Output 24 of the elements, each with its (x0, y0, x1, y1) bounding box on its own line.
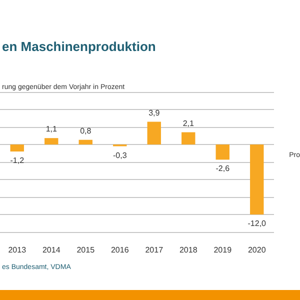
x-tick-label: 2018 (179, 246, 198, 254)
bar (216, 144, 230, 160)
data-label: 2,1 (182, 118, 194, 128)
bar (147, 122, 161, 144)
data-label: -1,2 (10, 156, 25, 165)
data-label: -2,6 (216, 164, 230, 174)
x-tick-label: 2016 (110, 246, 130, 254)
x-tick-label: 2020 (248, 246, 266, 254)
bar (44, 138, 58, 144)
x-tick-label: 2014 (42, 246, 61, 254)
data-label: -0,3 (112, 150, 128, 160)
data-label: 3,9 (148, 108, 160, 118)
bar (78, 140, 92, 144)
bar (250, 144, 264, 214)
bar (10, 144, 24, 152)
data-label: -12,0 (248, 219, 267, 228)
x-tick-label: 2017 (145, 246, 164, 254)
bar (182, 132, 196, 144)
x-tick-label: 2013 (8, 246, 27, 254)
data-label: 0,8 (80, 126, 92, 136)
x-tick-label: 2015 (76, 246, 96, 254)
data-label: 1,1 (46, 124, 58, 134)
chart-title: en Maschinenproduktion (2, 39, 156, 54)
x-tick-label: 2019 (214, 246, 232, 254)
